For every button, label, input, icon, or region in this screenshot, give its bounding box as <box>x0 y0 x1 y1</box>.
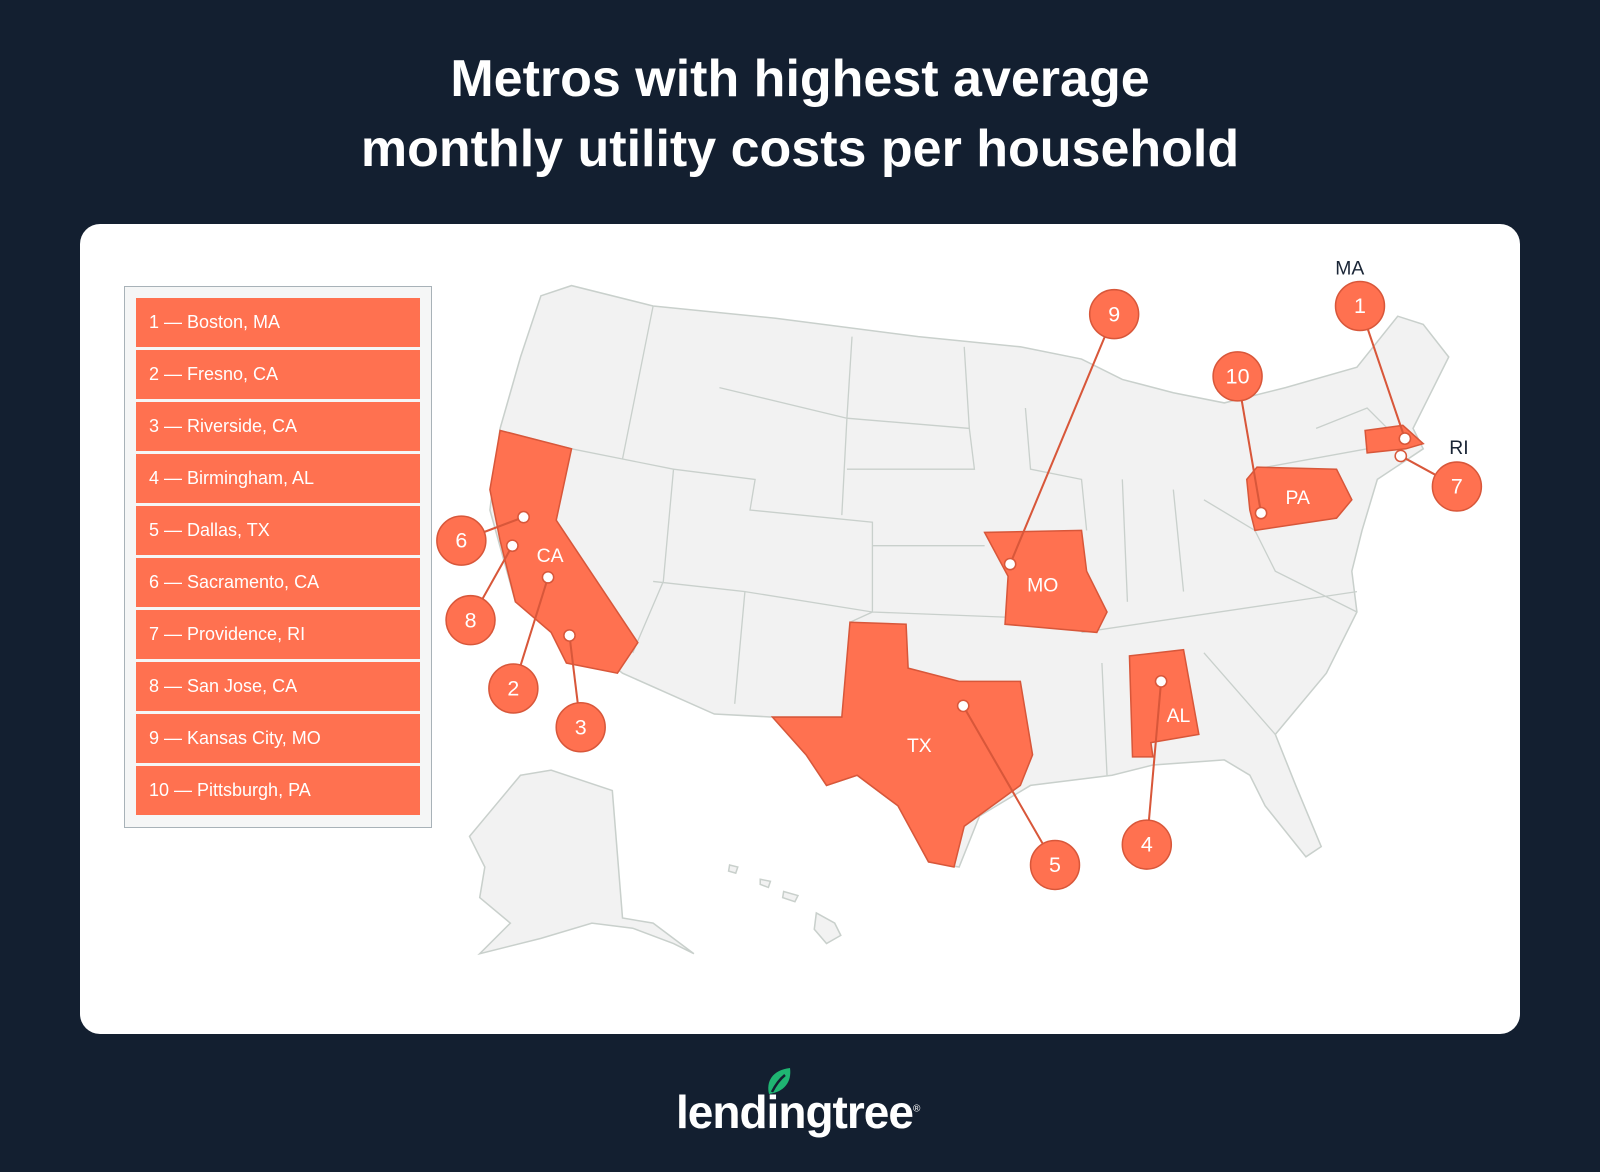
legend-item: 6 — Sacramento, CA <box>136 558 420 607</box>
rank-marker <box>1088 288 1140 340</box>
state-tx <box>770 621 1034 868</box>
state-pa <box>1245 466 1353 532</box>
legend-item: 2 — Fresno, CA <box>136 350 420 399</box>
registered-mark: ® <box>912 1103 920 1115</box>
legend-item: 5 — Dallas, TX <box>136 506 420 555</box>
state-label-al: AL <box>1167 705 1191 727</box>
logo-text: lendingtree <box>676 1086 914 1138</box>
metro-pin <box>1254 506 1268 520</box>
metro-pin <box>517 510 530 524</box>
state-label-ri: RI <box>1449 437 1468 459</box>
lendingtree-logo: lendingtree® <box>676 1085 920 1139</box>
rank-number: 3 <box>575 715 587 739</box>
page-title: Metros with highest average monthly util… <box>0 44 1600 184</box>
state-label-ma: MA <box>1335 257 1364 279</box>
state-ma <box>1364 424 1425 454</box>
rank-number: 1 <box>1354 294 1366 318</box>
rank-number: 10 <box>1226 365 1250 389</box>
alaska <box>468 769 695 956</box>
rank-number: 4 <box>1141 833 1153 857</box>
state-borders <box>499 305 1388 776</box>
lendingtree-leaf-icon <box>768 1068 791 1094</box>
metro-pin <box>1394 449 1408 463</box>
rank-marker <box>555 702 606 753</box>
rank-number: 5 <box>1049 853 1061 877</box>
rank-marker <box>1121 819 1173 870</box>
metro-pin <box>1154 674 1168 688</box>
rank-marker <box>1212 351 1263 402</box>
rank-number: 9 <box>1108 302 1120 326</box>
rank-number: 6 <box>455 529 467 553</box>
state-mo <box>983 529 1108 634</box>
legend-item: 10 — Pittsburgh, PA <box>136 766 420 815</box>
metro-pin <box>541 570 555 584</box>
metro-pin <box>563 629 576 642</box>
title-line-1: Metros with highest average <box>450 50 1150 108</box>
rank-marker <box>488 663 539 714</box>
metro-pin <box>1398 432 1412 445</box>
legend-item: 7 — Providence, RI <box>136 610 420 659</box>
callout-line <box>1145 681 1163 845</box>
rank-number: 8 <box>465 608 477 632</box>
legend-item: 3 — Riverside, CA <box>136 402 420 451</box>
callout-line <box>1009 313 1116 565</box>
callout-line <box>962 705 1056 866</box>
hawaii <box>727 864 842 945</box>
legend-item: 8 — San Jose, CA <box>136 662 420 711</box>
state-label-tx: TX <box>907 735 932 757</box>
rank-marker <box>445 594 496 646</box>
state-label-ca: CA <box>537 545 564 567</box>
rank-marker <box>1334 280 1386 332</box>
legend-item: 9 — Kansas City, MO <box>136 714 420 763</box>
legend-item: 4 — Birmingham, AL <box>136 454 420 503</box>
metro-pin <box>505 539 519 553</box>
state-ca <box>489 429 639 675</box>
rank-number: 7 <box>1451 475 1463 499</box>
state-label-pa: PA <box>1286 487 1310 509</box>
ranking-legend: 1 — Boston, MA 2 — Fresno, CA 3 — Rivers… <box>124 286 432 828</box>
rank-number: 2 <box>507 677 519 701</box>
state-label-mo: MO <box>1027 575 1058 597</box>
rank-marker <box>436 515 487 566</box>
state-al <box>1128 648 1200 758</box>
rank-marker <box>1431 461 1483 512</box>
title-line-2: monthly utility costs per household <box>360 120 1240 178</box>
metro-pin <box>956 699 970 713</box>
rank-marker <box>1029 839 1081 891</box>
metro-pin <box>1003 557 1017 571</box>
legend-item: 1 — Boston, MA <box>136 298 420 347</box>
